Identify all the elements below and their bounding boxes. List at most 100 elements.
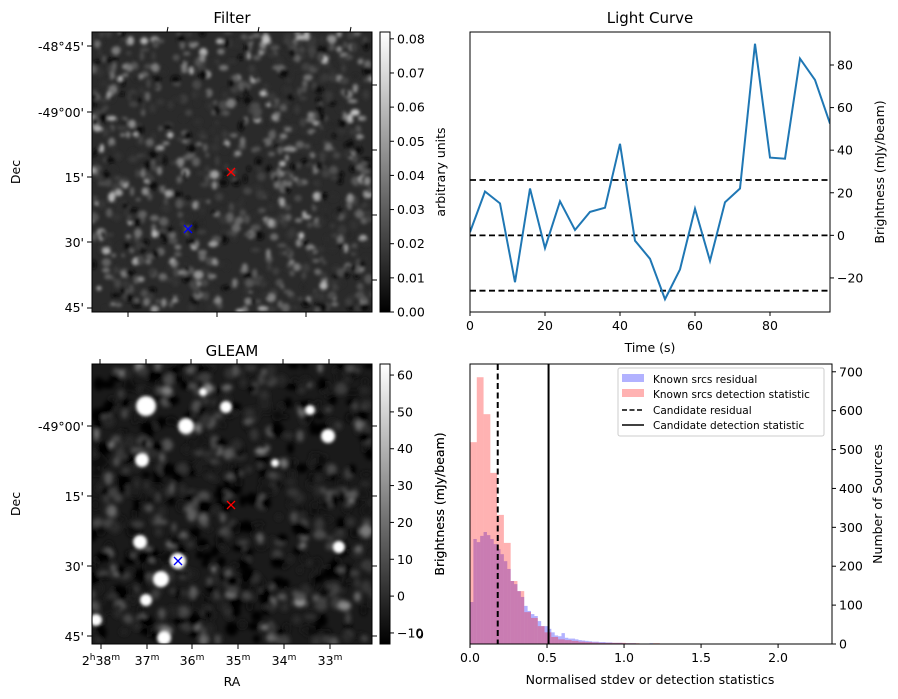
noise-blob [186, 238, 197, 245]
noise-blob [317, 104, 323, 115]
noise-blob [144, 172, 151, 177]
noise-blob [173, 260, 179, 267]
histogram-bar [595, 641, 599, 644]
noise-blob [315, 618, 322, 632]
noise-blob [232, 74, 240, 81]
noise-blob [341, 64, 347, 73]
noise-blob [179, 483, 186, 496]
noise-blob [364, 176, 371, 186]
noise-blob [102, 55, 107, 63]
noise-blob [172, 191, 183, 198]
noise-blob [158, 273, 167, 280]
noise-blob [331, 147, 336, 152]
colorbar-tick-label: 0.06 [397, 100, 425, 115]
noise-blob [194, 99, 200, 107]
noise-blob [220, 421, 226, 429]
noise-blob [156, 98, 165, 106]
noise-blob [294, 32, 301, 37]
noise-blob [166, 131, 174, 139]
histogram-bar [490, 472, 498, 644]
noise-blob [324, 407, 332, 413]
noise-blob [359, 487, 368, 498]
noise-blob [272, 267, 280, 275]
noise-blob [128, 119, 136, 129]
x-tick-label: 0.0 [460, 650, 480, 665]
noise-blob [252, 55, 262, 61]
noise-blob [117, 124, 127, 131]
legend-label: Candidate residual [653, 405, 752, 417]
noise-blob [92, 408, 103, 422]
noise-blob [226, 586, 239, 595]
noise-blob [314, 217, 319, 224]
noise-blob [250, 298, 256, 305]
noise-blob [219, 572, 226, 583]
noise-blob [150, 515, 157, 523]
noise-blob [210, 143, 220, 152]
noise-blob [278, 208, 285, 216]
filter-ylabel: Dec [8, 160, 23, 184]
noise-blob [250, 224, 261, 231]
noise-blob [357, 59, 364, 65]
x-tick-label: 1.0 [614, 650, 634, 665]
gleam-ylabel: Dec [8, 492, 23, 516]
noise-blob [309, 452, 322, 458]
histogram-bar [510, 581, 518, 644]
x-tick-label: 0 [466, 318, 474, 333]
noise-blob [240, 34, 248, 40]
noise-blob [347, 139, 355, 148]
noise-blob [112, 213, 122, 222]
x-tick-label: 60 [687, 318, 703, 333]
noise-blob [361, 239, 371, 247]
noise-blob [271, 410, 283, 422]
colorbar-tick-label: 0.02 [397, 236, 425, 251]
noise-blob [204, 174, 210, 184]
noise-blob [151, 589, 160, 600]
noise-blob [243, 95, 252, 105]
noise-blob [315, 399, 321, 410]
noise-blob [152, 369, 163, 380]
histogram-bar [592, 642, 599, 644]
noise-blob [334, 382, 348, 395]
noise-blob [189, 280, 198, 290]
noise-blob [303, 74, 313, 81]
noise-blob [352, 84, 358, 94]
x-tick-label: 40 [612, 318, 628, 333]
noise-blob [360, 303, 370, 312]
noise-blob [182, 276, 192, 283]
radio-source [153, 571, 169, 587]
noise-blob [177, 211, 183, 218]
noise-blob [277, 533, 288, 543]
noise-blob [243, 174, 248, 184]
noise-blob [234, 150, 242, 157]
noise-blob [255, 364, 262, 369]
noise-blob [318, 113, 326, 122]
noise-blob [194, 270, 203, 280]
noise-blob [237, 539, 249, 545]
noise-blob [177, 605, 190, 618]
noise-blob [321, 121, 328, 130]
noise-blob [120, 287, 126, 295]
ra-tick-label: 2h38m [82, 653, 120, 668]
noise-blob [139, 73, 144, 80]
noise-blob [206, 101, 214, 111]
noise-blob [174, 221, 182, 228]
noise-blob [143, 103, 150, 111]
noise-blob [200, 279, 208, 287]
noise-blob [101, 380, 115, 389]
noise-blob [328, 101, 337, 107]
noise-blob [294, 218, 303, 223]
noise-blob [244, 278, 255, 288]
noise-blob [275, 106, 281, 114]
noise-blob [92, 498, 100, 511]
noise-blob [239, 136, 246, 147]
histogram-bar [476, 542, 481, 644]
noise-blob [361, 535, 371, 548]
ra-tick-label: 36m [180, 653, 205, 668]
noise-blob [258, 477, 270, 483]
noise-blob [169, 481, 175, 495]
noise-blob [92, 32, 97, 41]
candidate-marker [226, 500, 236, 510]
noise-blob [324, 239, 332, 244]
ra-tick-label: 37m [135, 653, 160, 668]
